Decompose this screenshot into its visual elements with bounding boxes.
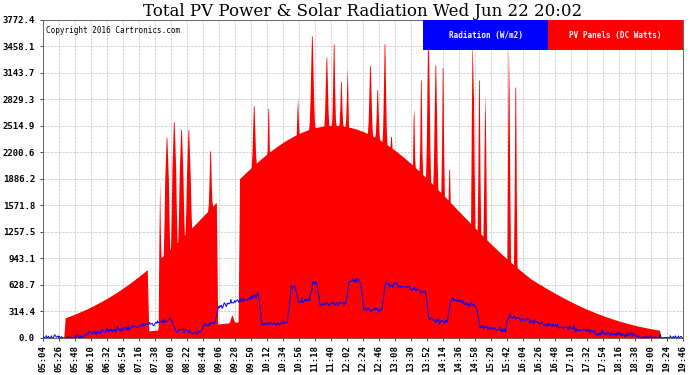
- Title: Total PV Power & Solar Radiation Wed Jun 22 20:02: Total PV Power & Solar Radiation Wed Jun…: [143, 3, 582, 20]
- FancyBboxPatch shape: [549, 20, 682, 50]
- FancyBboxPatch shape: [424, 20, 549, 50]
- Text: Radiation (W/m2): Radiation (W/m2): [449, 30, 523, 39]
- Text: PV Panels (DC Watts): PV Panels (DC Watts): [569, 30, 662, 39]
- Text: Copyright 2016 Cartronics.com: Copyright 2016 Cartronics.com: [46, 26, 180, 35]
